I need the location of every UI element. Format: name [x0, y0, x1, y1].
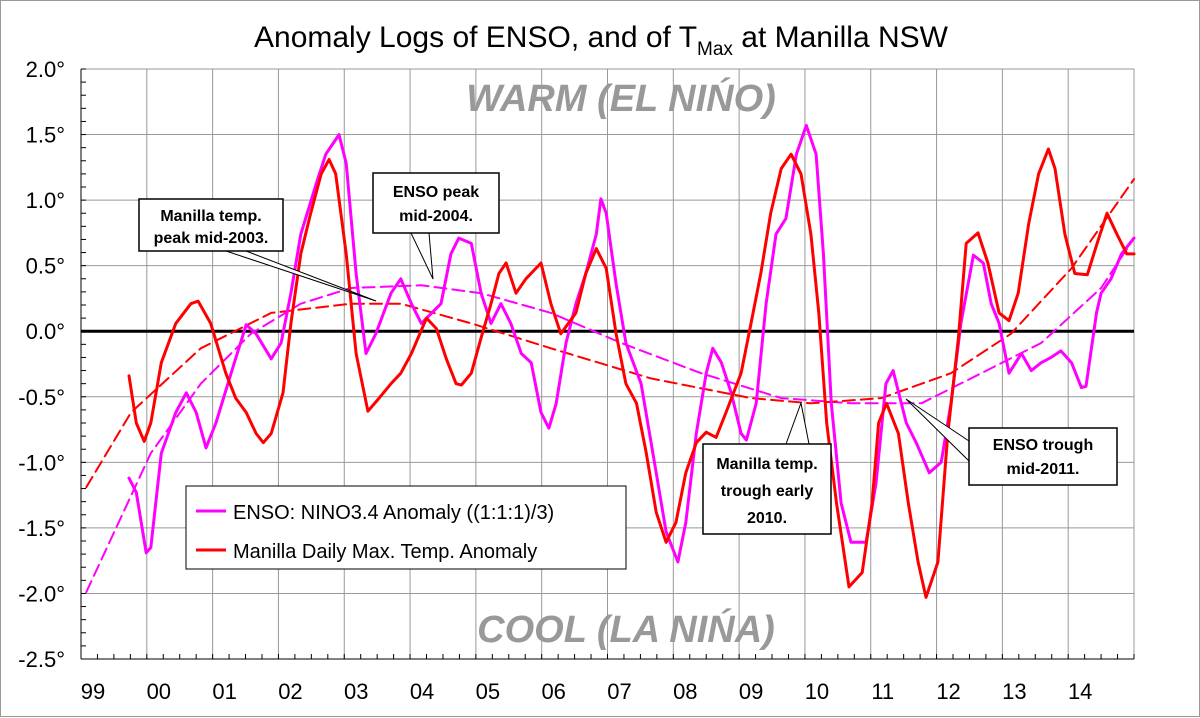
x-tick-label: 05 [476, 679, 500, 704]
x-tick-label: 08 [673, 679, 697, 704]
x-tick-label: 07 [607, 679, 631, 704]
x-tick-label: 13 [1002, 679, 1026, 704]
legend-label-enso: ENSO: NINO3.4 Anomaly ((1:1:1)/3) [233, 502, 554, 524]
x-tick-label: 02 [278, 679, 302, 704]
y-tick-label: -0.5° [18, 385, 65, 410]
trend-line-3 [85, 178, 1135, 489]
series-line-1 [127, 147, 1136, 599]
y-tick-label: 1.5° [26, 123, 65, 148]
x-tick-label: 99 [81, 679, 105, 704]
cool-label: COOL (LA NIŃA) [477, 607, 775, 651]
grid [81, 68, 1135, 660]
y-tick-label: -2.0° [18, 581, 65, 606]
svg-text:mid-2011.: mid-2011. [1007, 461, 1080, 478]
x-tick-label: 09 [739, 679, 763, 704]
svg-text:ENSO trough: ENSO trough [993, 437, 1093, 454]
x-tick-label: 12 [936, 679, 960, 704]
y-tick-label: 0.5° [26, 254, 65, 279]
svg-text:2010.: 2010. [747, 510, 787, 527]
legend-label-manilla: Manilla Daily Max. Temp. Anomaly [233, 541, 537, 563]
y-tick-label: -1.0° [18, 450, 65, 475]
x-tick-label: 10 [805, 679, 829, 704]
y-tick-label: -2.5° [18, 647, 65, 672]
trend-line-2 [85, 237, 1135, 594]
warm-label: WARM (EL NIŃO) [466, 76, 776, 120]
svg-text:Manilla temp.: Manilla temp. [160, 208, 261, 225]
svg-text:ENSO peak: ENSO peak [393, 184, 479, 201]
y-tick-label: -1.5° [18, 516, 65, 541]
x-tick-label: 04 [410, 679, 434, 704]
annotation-manilla-peak: Manilla temp. peak mid-2003. [138, 198, 377, 302]
x-tick-label: 03 [344, 679, 368, 704]
axes: 2.0° 1.5° 1.0° 0.5° 0.0° -0.5° -1.0° -1.5° -2.0°… [18, 57, 1135, 704]
series-line-0 [127, 123, 1136, 564]
annotation-enso-trough: ENSO trough mid-2011. [905, 398, 1118, 486]
series-group [85, 123, 1136, 599]
annotation-manilla-trough: Manilla temp. trough early 2010. [702, 401, 832, 535]
legend: ENSO: NINO3.4 Anomaly ((1:1:1)/3) Manill… [185, 485, 627, 570]
svg-text:peak mid-2003.: peak mid-2003. [154, 230, 269, 247]
x-tick-label: 14 [1068, 679, 1092, 704]
y-tick-label: 0.0° [26, 319, 65, 344]
annotation-enso-peak: ENSO peak mid-2004. [372, 172, 500, 280]
svg-text:mid-2004.: mid-2004. [399, 208, 473, 225]
y-tick-label: 1.0° [26, 188, 65, 213]
y-tick-label: 2.0° [26, 57, 65, 82]
x-tick-label: 11 [871, 679, 894, 704]
chart-title: Anomaly Logs of ENSO, and of TMax at Man… [254, 21, 949, 60]
svg-text:Manilla temp.: Manilla temp. [716, 456, 817, 473]
svg-text:trough early: trough early [721, 483, 814, 500]
x-tick-label: 06 [541, 679, 565, 704]
x-tick-label: 01 [212, 679, 236, 704]
x-tick-label: 00 [147, 679, 171, 704]
